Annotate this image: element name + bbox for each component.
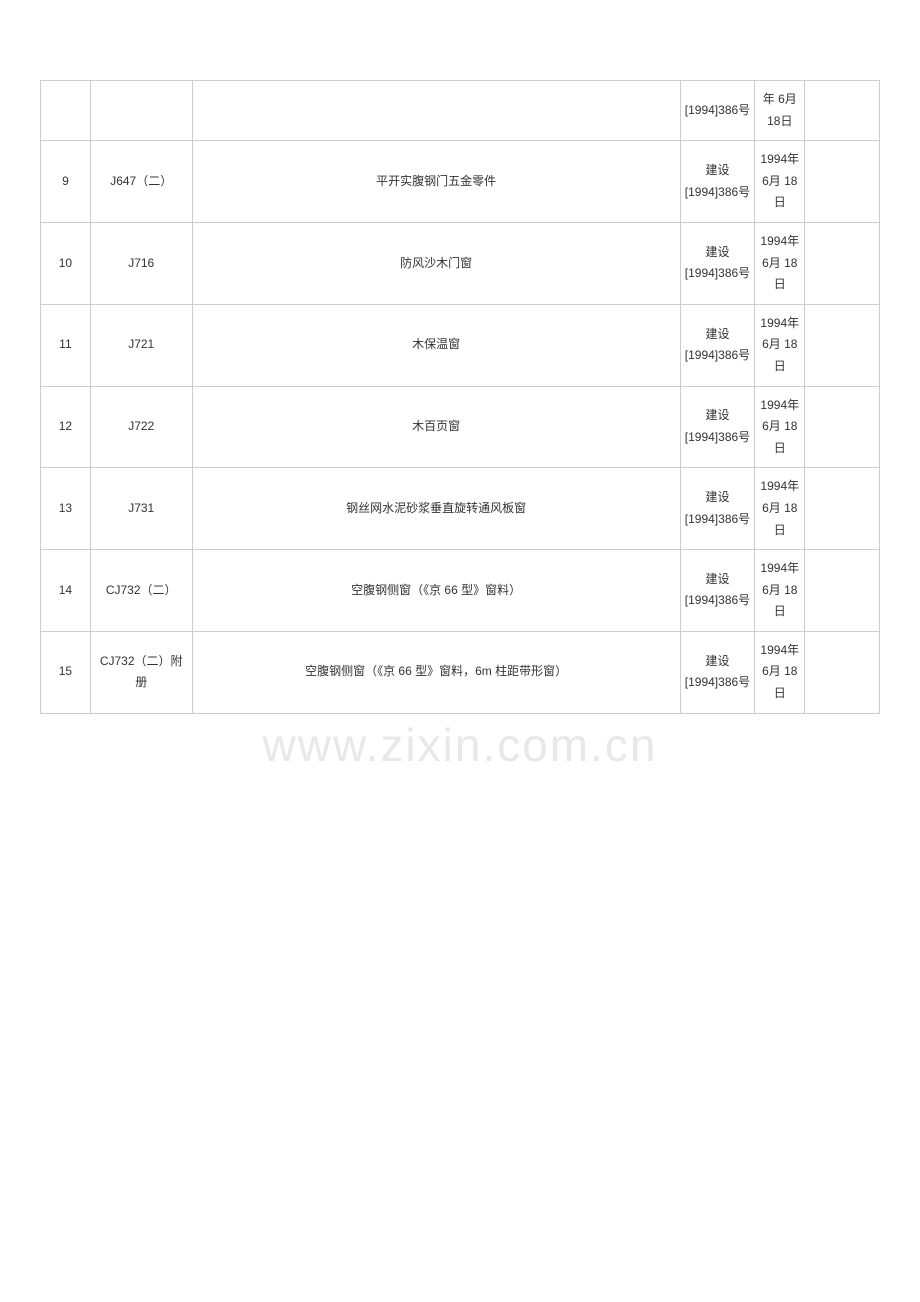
cell-date: 1994年 6月 18日: [755, 304, 805, 386]
cell-doc: 建设[1994]386号: [680, 631, 755, 713]
cell-num: 13: [41, 468, 91, 550]
table-row: 10 J716 防风沙木门窗 建设[1994]386号 1994年 6月 18日: [41, 222, 880, 304]
cell-last: [805, 386, 880, 468]
cell-last: [805, 631, 880, 713]
cell-code: J722: [90, 386, 192, 468]
cell-title: 木百页窗: [192, 386, 680, 468]
cell-code: J721: [90, 304, 192, 386]
cell-last: [805, 550, 880, 632]
cell-doc: 建设[1994]386号: [680, 468, 755, 550]
cell-title: 钢丝网水泥砂浆垂直旋转通风板窗: [192, 468, 680, 550]
cell-title: 空腹钢侧窗（《京 66 型》窗料，6m 柱距带形窗）: [192, 631, 680, 713]
table-row: [1994]386号 年 6月 18日: [41, 81, 880, 141]
table-body: [1994]386号 年 6月 18日 9 J647（二） 平开实腹钢门五金零件…: [41, 81, 880, 714]
table-row: 14 CJ732（二） 空腹钢侧窗（《京 66 型》窗料） 建设[1994]38…: [41, 550, 880, 632]
table-row: 11 J721 木保温窗 建设[1994]386号 1994年 6月 18日: [41, 304, 880, 386]
cell-code: CJ732（二）: [90, 550, 192, 632]
cell-date: 1994年 6月 18日: [755, 468, 805, 550]
cell-code: CJ732（二）附册: [90, 631, 192, 713]
watermark-text: www.zixin.com.cn: [263, 718, 658, 772]
cell-last: [805, 304, 880, 386]
cell-code: [90, 81, 192, 141]
table-row: 13 J731 钢丝网水泥砂浆垂直旋转通风板窗 建设[1994]386号 199…: [41, 468, 880, 550]
cell-date: 1994年 6月 18日: [755, 386, 805, 468]
cell-last: [805, 222, 880, 304]
cell-last: [805, 81, 880, 141]
cell-date: 1994年 6月 18日: [755, 222, 805, 304]
cell-date: 1994年 6月 18日: [755, 141, 805, 223]
cell-date: 1994年 6月 18日: [755, 550, 805, 632]
cell-title: 平开实腹钢门五金零件: [192, 141, 680, 223]
cell-num: 15: [41, 631, 91, 713]
standards-table: [1994]386号 年 6月 18日 9 J647（二） 平开实腹钢门五金零件…: [40, 80, 880, 714]
cell-num: 11: [41, 304, 91, 386]
cell-title: 空腹钢侧窗（《京 66 型》窗料）: [192, 550, 680, 632]
table-wrapper: www.zixin.com.cn [1994]386号 年 6月 18日: [40, 80, 880, 714]
cell-doc: [1994]386号: [680, 81, 755, 141]
cell-code: J716: [90, 222, 192, 304]
cell-date: 1994年 6月 18日: [755, 631, 805, 713]
cell-last: [805, 468, 880, 550]
cell-doc: 建设[1994]386号: [680, 550, 755, 632]
table-row: 9 J647（二） 平开实腹钢门五金零件 建设[1994]386号 1994年 …: [41, 141, 880, 223]
cell-doc: 建设[1994]386号: [680, 304, 755, 386]
cell-num: [41, 81, 91, 141]
cell-code: J731: [90, 468, 192, 550]
cell-doc: 建设[1994]386号: [680, 222, 755, 304]
table-row: 12 J722 木百页窗 建设[1994]386号 1994年 6月 18日: [41, 386, 880, 468]
page-container: www.zixin.com.cn [1994]386号 年 6月 18日: [0, 0, 920, 794]
cell-last: [805, 141, 880, 223]
cell-date: 年 6月 18日: [755, 81, 805, 141]
cell-num: 14: [41, 550, 91, 632]
cell-title: 木保温窗: [192, 304, 680, 386]
cell-num: 10: [41, 222, 91, 304]
cell-num: 9: [41, 141, 91, 223]
cell-num: 12: [41, 386, 91, 468]
cell-doc: 建设[1994]386号: [680, 386, 755, 468]
cell-code: J647（二）: [90, 141, 192, 223]
cell-title: 防风沙木门窗: [192, 222, 680, 304]
cell-title: [192, 81, 680, 141]
cell-doc: 建设[1994]386号: [680, 141, 755, 223]
table-row: 15 CJ732（二）附册 空腹钢侧窗（《京 66 型》窗料，6m 柱距带形窗）…: [41, 631, 880, 713]
